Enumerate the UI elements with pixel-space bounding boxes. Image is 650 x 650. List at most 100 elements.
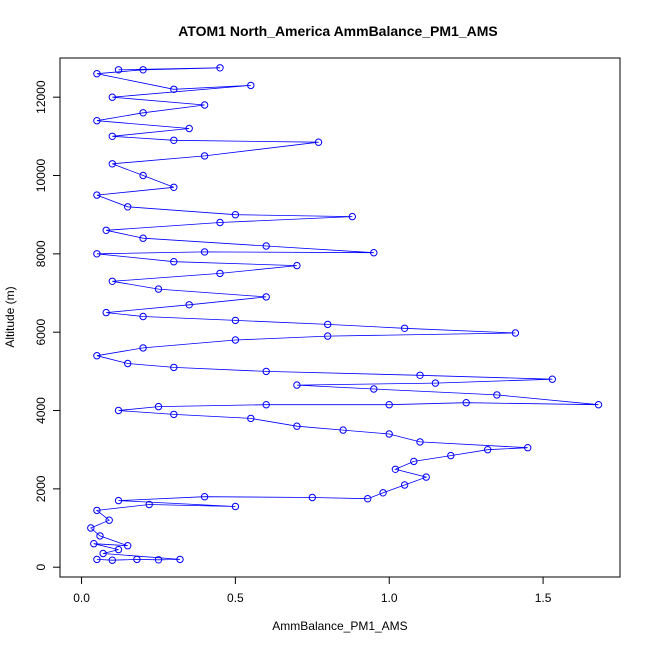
data-point: [114, 545, 123, 554]
data-point: [93, 555, 101, 564]
data-point: [379, 489, 387, 497]
data-point: [102, 308, 110, 317]
data-point: [87, 524, 95, 532]
data-point: [139, 66, 147, 74]
data-point: [391, 465, 400, 473]
y-tick-label: 8000: [34, 240, 48, 267]
data-point: [262, 293, 270, 301]
y-tick-label: 2000: [34, 475, 48, 502]
data-point: [511, 329, 520, 337]
data-point: [231, 502, 240, 511]
x-axis: 0.0 0.5 1.0 1.5: [73, 576, 552, 605]
data-point: [370, 249, 378, 257]
data-point: [548, 375, 556, 383]
x-tick-label: 1.5: [535, 591, 552, 605]
data-point: [262, 367, 270, 376]
data-point: [170, 363, 178, 372]
data-point: [216, 64, 224, 72]
data-point: [594, 401, 603, 409]
data-point: [139, 171, 147, 180]
data-point: [114, 406, 123, 415]
x-tick-label: 1.0: [381, 591, 398, 605]
data-point: [200, 493, 209, 501]
series-line: [90, 67, 599, 561]
y-tick-label: 6000: [34, 319, 48, 346]
data-point: [108, 277, 117, 285]
data-point: [185, 124, 193, 133]
data-point: [416, 438, 424, 446]
data-point: [133, 555, 141, 564]
data-point: [108, 132, 117, 141]
data-point: [176, 555, 184, 564]
chart-title: ATOM1 North_America AmmBalance_PM1_AMS: [178, 23, 498, 39]
data-point: [262, 401, 270, 409]
y-axis-label: Altitude (m): [3, 286, 17, 347]
data-point: [293, 381, 301, 389]
y-tick-label: 10000: [34, 159, 48, 193]
y-tick-label: 12000: [34, 80, 48, 114]
data-point: [231, 336, 240, 344]
data-point: [145, 500, 153, 509]
data-point: [216, 269, 224, 278]
data-point: [114, 66, 123, 74]
data-point: [154, 285, 163, 293]
y-tick-label: 4000: [34, 397, 48, 424]
data-point: [216, 218, 224, 227]
data-point: [139, 344, 147, 352]
data-point: [108, 160, 117, 168]
data-point: [324, 320, 332, 329]
x-tick-label: 0.5: [227, 591, 244, 605]
data-point: [96, 532, 104, 540]
data-point: [90, 540, 98, 548]
data-point: [308, 493, 316, 502]
data-point: [410, 457, 418, 466]
data-point: [447, 451, 455, 460]
data-point: [154, 402, 163, 411]
data-point: [385, 430, 393, 438]
y-tick-label: 0: [34, 564, 48, 571]
data-point: [170, 258, 178, 266]
data-point: [400, 481, 409, 489]
data-point: [200, 152, 209, 160]
data-point: [364, 495, 372, 503]
data-point: [93, 352, 101, 360]
data-point: [431, 379, 440, 387]
data-point: [400, 324, 409, 332]
data-point: [170, 410, 178, 419]
data-point: [416, 371, 424, 379]
data-point: [93, 191, 101, 199]
data-point: [139, 109, 147, 117]
data-point: [124, 203, 132, 211]
data-point: [108, 93, 117, 101]
data-point: [93, 70, 101, 78]
data-point: [231, 211, 240, 219]
data-point: [154, 556, 163, 564]
data-point: [524, 444, 532, 452]
data-point: [324, 332, 332, 340]
x-tick-label: 0.0: [73, 591, 90, 605]
data-point: [348, 212, 356, 221]
x-axis-label: AmmBalance_PM1_AMS: [272, 619, 407, 633]
data-point: [170, 136, 178, 145]
data-point: [102, 226, 110, 235]
data-point: [93, 117, 101, 125]
data-point: [139, 312, 147, 321]
data-point: [170, 85, 178, 94]
data-point: [293, 422, 301, 430]
data-point: [247, 81, 255, 90]
data-point: [462, 399, 470, 407]
data-point: [200, 248, 209, 256]
data-point: [93, 250, 101, 258]
data-point: [262, 242, 270, 250]
data-point: [314, 138, 323, 146]
data-point: [422, 473, 430, 481]
data-point: [99, 549, 107, 558]
data-point: [170, 183, 178, 192]
series-layer: [87, 64, 603, 564]
data-point: [339, 426, 347, 434]
y-axis: 0 2000 4000 6000 8000 10000 12000: [34, 80, 61, 571]
data-point: [370, 385, 378, 393]
data-point: [124, 359, 132, 368]
data-point: [108, 556, 117, 564]
